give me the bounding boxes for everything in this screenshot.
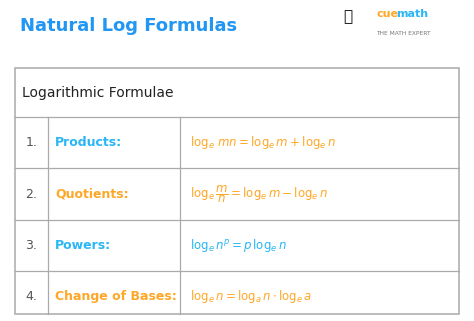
FancyBboxPatch shape [15, 68, 459, 314]
Text: 2.: 2. [26, 187, 37, 201]
Text: THE MATH EXPERT: THE MATH EXPERT [376, 31, 431, 36]
Text: 1.: 1. [26, 136, 37, 149]
Text: Change of Bases:: Change of Bases: [55, 290, 177, 303]
Text: cue: cue [376, 9, 399, 19]
Text: Natural Log Formulas: Natural Log Formulas [19, 17, 237, 35]
Text: 4.: 4. [26, 290, 37, 303]
Text: math: math [396, 9, 428, 19]
Text: Products:: Products: [55, 136, 122, 149]
Text: 🚀: 🚀 [343, 9, 353, 24]
Text: $\log_e \dfrac{m}{n} = \log_e m - \log_e n$: $\log_e \dfrac{m}{n} = \log_e m - \log_e… [190, 183, 328, 205]
Text: Powers:: Powers: [55, 239, 111, 252]
Text: Logarithmic Formulae: Logarithmic Formulae [22, 86, 173, 100]
Text: $\log_e n^p = p\,\log_e n$: $\log_e n^p = p\,\log_e n$ [190, 237, 286, 254]
Text: $\log_e\,mn = \log_e m + \log_e n$: $\log_e\,mn = \log_e m + \log_e n$ [190, 134, 336, 152]
Text: 3.: 3. [26, 239, 37, 252]
Text: Quotients:: Quotients: [55, 187, 128, 201]
Text: $\log_e n = \log_a n \cdot \log_e a$: $\log_e n = \log_a n \cdot \log_e a$ [190, 288, 312, 305]
